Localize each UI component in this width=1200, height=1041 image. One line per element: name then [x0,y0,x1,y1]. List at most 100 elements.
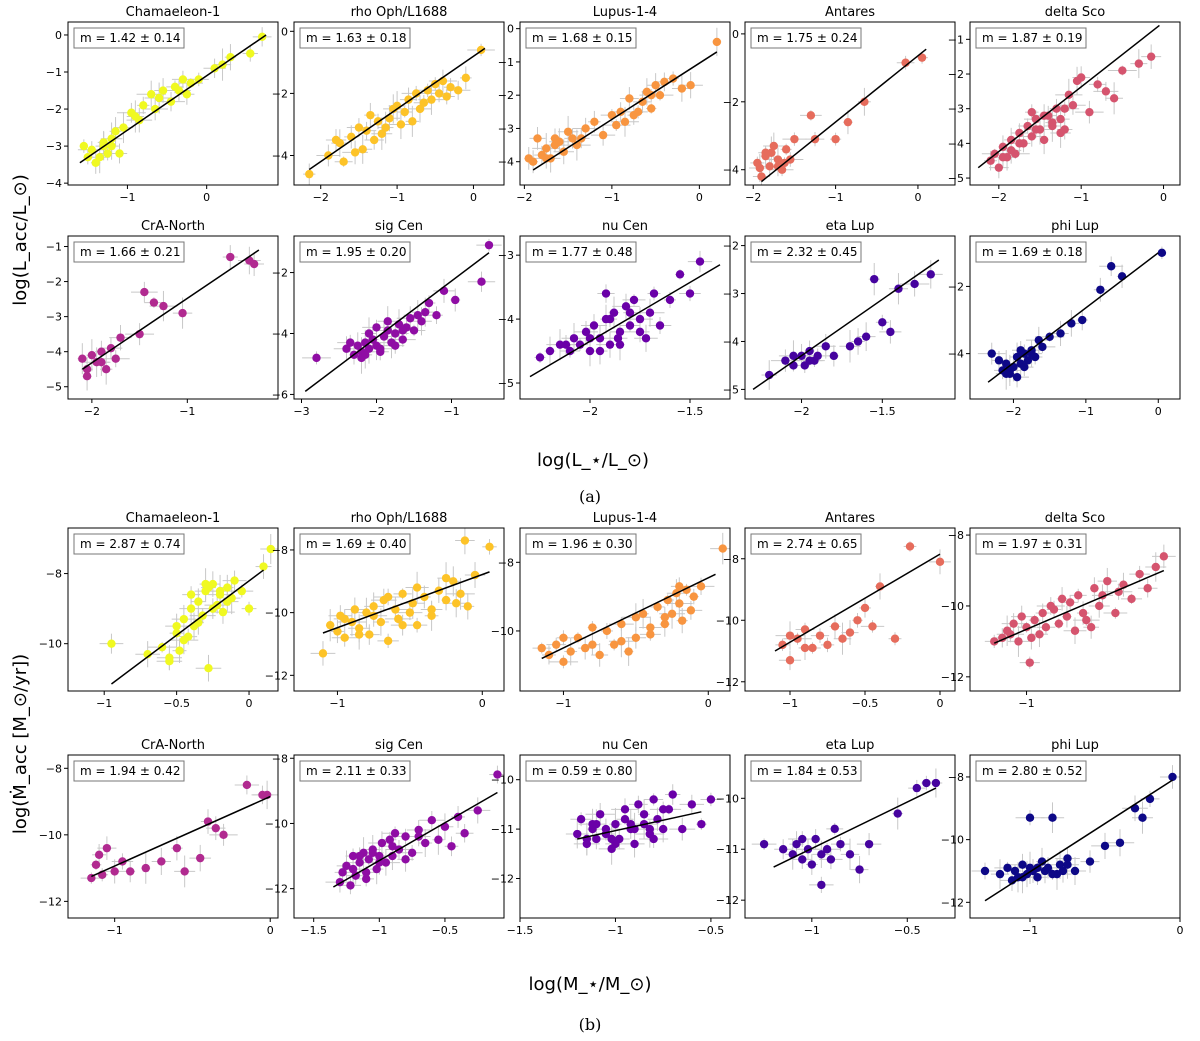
data-point [1043,863,1053,873]
data-point [249,259,259,269]
data-point [398,589,407,599]
data-point [361,868,371,877]
data-point [629,110,638,120]
x-tick-label: −1 [389,191,405,204]
slope-label: m = 2.80 ± 0.52 [982,764,1083,778]
y-tick-label: −1 [46,241,62,254]
data-point [624,647,633,656]
data-point [798,855,807,864]
data-point [223,583,232,592]
data-point [131,112,140,121]
data-point [1049,605,1059,614]
x-tick-label: −1.5 [869,405,896,418]
data-point [493,770,502,779]
y-tick-label: −2 [272,87,288,100]
data-point [365,630,374,639]
data-point [1012,372,1022,382]
axes-frame [744,527,956,692]
data-point [1074,591,1083,600]
data-point [375,851,384,861]
y-tick-label: −4 [46,346,62,359]
data-point [807,860,817,869]
data-point [346,881,355,890]
data-point [645,824,655,834]
data-point [446,83,455,92]
data-point [853,616,862,625]
data-point [616,107,625,117]
data-point [372,323,381,332]
data-point [706,795,716,804]
data-point [926,270,935,279]
x-tick-label: −1 [107,924,123,937]
data-point [905,542,915,551]
data-point [1017,612,1026,621]
x-tick-label: −2 [793,405,809,418]
subplot: nu Cen −1.5 −1 −0.5 −12 −11 −10 m = 0.59 ± 0.80 [491,738,731,937]
y-tick-label: 0 [281,25,288,38]
fit-line [308,47,486,171]
data-point [1035,630,1044,639]
data-point [1101,87,1111,96]
data-point [1038,608,1047,618]
data-point [204,583,213,592]
data-point [555,340,565,349]
data-point [836,839,845,849]
y-tick-label: −11 [491,823,514,836]
subplot-title: Chamaeleon-1 [126,5,221,20]
fit-line [333,791,498,888]
data-point [620,117,630,126]
data-point [617,637,626,646]
data-point [658,805,668,814]
fit-line [773,787,937,868]
data-point [1014,637,1023,646]
data-point [354,630,364,639]
data-point [931,778,941,788]
y-tick-label: −8 [948,771,964,784]
data-point [1048,869,1057,879]
data-point [266,544,275,554]
fit-line [774,553,941,652]
y-tick-label: 0 [55,29,62,42]
y-tick-label: −12 [39,895,62,908]
y-tick-label: −12 [265,669,288,682]
data-point [598,130,608,140]
data-point [211,823,220,833]
data-point [592,834,601,844]
slope-box [750,241,862,263]
data-point [312,353,321,363]
data-point [755,163,765,173]
subplot-title: delta Sco [1045,511,1105,526]
data-point [110,867,119,876]
data-point [798,834,807,844]
data-point [998,153,1008,162]
y-tick-label: −11 [716,843,739,856]
axes-frame [67,754,279,919]
y-tick-label: −3 [498,249,514,262]
data-point [638,97,647,107]
data-point [1135,569,1144,579]
data-point [147,90,156,99]
data-point [421,307,430,317]
data-point [461,73,471,83]
data-point [1037,857,1047,866]
data-point [1159,552,1169,561]
data-point [375,858,384,867]
data-point [813,351,822,361]
slope-box [525,241,637,263]
data-point [1109,94,1119,103]
data-point [413,311,422,320]
data-point [339,157,348,166]
data-point [421,838,430,848]
data-point [340,614,349,624]
axes-frame [293,754,505,919]
data-point [1057,594,1067,604]
subplot: delta Sco −2 −1 0 −5 −4 −3 −2 −1 m = 1.87 ± 0.19 [948,5,1181,204]
data-point [372,864,381,874]
data-point [388,842,397,851]
data-point [358,145,367,154]
data-point [381,858,391,867]
data-point [785,656,795,665]
data-point [759,839,769,849]
data-point [568,134,577,143]
data-point [855,865,864,874]
